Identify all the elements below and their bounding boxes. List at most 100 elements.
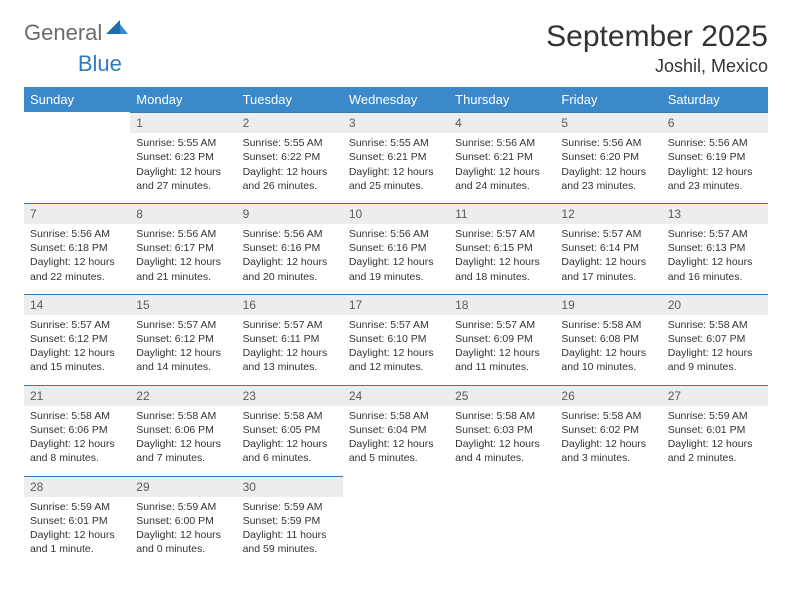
day-number: 22 (130, 385, 236, 406)
daylight-text-2: and 13 minutes. (243, 360, 337, 374)
day-number: 4 (449, 112, 555, 133)
sunset-text: Sunset: 6:12 PM (30, 332, 124, 346)
sunset-text: Sunset: 6:21 PM (455, 150, 549, 164)
daylight-text-2: and 23 minutes. (561, 179, 655, 193)
weekday-tuesday: Tuesday (237, 87, 343, 112)
daylight-text-2: and 8 minutes. (30, 451, 124, 465)
sunrise-text: Sunrise: 5:59 AM (30, 500, 124, 514)
sunset-text: Sunset: 6:06 PM (136, 423, 230, 437)
day-number: 19 (555, 294, 661, 315)
calendar-week: 14Sunrise: 5:57 AMSunset: 6:12 PMDayligh… (24, 294, 768, 385)
daylight-text-1: Daylight: 12 hours (349, 255, 443, 269)
day-body: Sunrise: 5:59 AMSunset: 6:01 PMDaylight:… (662, 406, 768, 476)
daylight-text-1: Daylight: 12 hours (136, 437, 230, 451)
day-body: Sunrise: 5:56 AMSunset: 6:16 PMDaylight:… (343, 224, 449, 294)
daylight-text-1: Daylight: 12 hours (30, 437, 124, 451)
day-body: Sunrise: 5:55 AMSunset: 6:23 PMDaylight:… (130, 133, 236, 203)
daylight-text-2: and 25 minutes. (349, 179, 443, 193)
day-number: 2 (237, 112, 343, 133)
calendar-week: 1Sunrise: 5:55 AMSunset: 6:23 PMDaylight… (24, 112, 768, 203)
daylight-text-1: Daylight: 12 hours (561, 346, 655, 360)
daylight-text-2: and 16 minutes. (668, 270, 762, 284)
daylight-text-1: Daylight: 12 hours (668, 437, 762, 451)
daylight-text-1: Daylight: 12 hours (455, 255, 549, 269)
sunrise-text: Sunrise: 5:55 AM (243, 136, 337, 150)
daylight-text-2: and 2 minutes. (668, 451, 762, 465)
day-body: Sunrise: 5:59 AMSunset: 6:01 PMDaylight:… (24, 497, 130, 567)
day-number: 30 (237, 476, 343, 497)
day-cell: 30Sunrise: 5:59 AMSunset: 5:59 PMDayligh… (237, 476, 343, 567)
daylight-text-2: and 21 minutes. (136, 270, 230, 284)
day-number: 20 (662, 294, 768, 315)
daylight-text-2: and 10 minutes. (561, 360, 655, 374)
day-body: Sunrise: 5:58 AMSunset: 6:08 PMDaylight:… (555, 315, 661, 385)
day-number: 17 (343, 294, 449, 315)
day-number: 3 (343, 112, 449, 133)
daylight-text-1: Daylight: 12 hours (455, 165, 549, 179)
sunrise-text: Sunrise: 5:58 AM (136, 409, 230, 423)
day-body: Sunrise: 5:58 AMSunset: 6:05 PMDaylight:… (237, 406, 343, 476)
day-body: Sunrise: 5:56 AMSunset: 6:19 PMDaylight:… (662, 133, 768, 203)
sunset-text: Sunset: 6:03 PM (455, 423, 549, 437)
empty-cell (24, 112, 130, 203)
sunrise-text: Sunrise: 5:59 AM (243, 500, 337, 514)
daylight-text-2: and 14 minutes. (136, 360, 230, 374)
day-body: Sunrise: 5:58 AMSunset: 6:06 PMDaylight:… (24, 406, 130, 476)
sunrise-text: Sunrise: 5:58 AM (243, 409, 337, 423)
daylight-text-1: Daylight: 12 hours (243, 437, 337, 451)
sunrise-text: Sunrise: 5:57 AM (349, 318, 443, 332)
daylight-text-2: and 17 minutes. (561, 270, 655, 284)
daylight-text-1: Daylight: 12 hours (136, 528, 230, 542)
empty-cell (555, 476, 661, 567)
sunset-text: Sunset: 6:01 PM (668, 423, 762, 437)
day-body: Sunrise: 5:55 AMSunset: 6:22 PMDaylight:… (237, 133, 343, 203)
sunset-text: Sunset: 6:13 PM (668, 241, 762, 255)
day-number: 1 (130, 112, 236, 133)
daylight-text-2: and 59 minutes. (243, 542, 337, 556)
day-body: Sunrise: 5:56 AMSunset: 6:16 PMDaylight:… (237, 224, 343, 294)
day-body: Sunrise: 5:57 AMSunset: 6:13 PMDaylight:… (662, 224, 768, 294)
day-cell: 14Sunrise: 5:57 AMSunset: 6:12 PMDayligh… (24, 294, 130, 385)
daylight-text-1: Daylight: 12 hours (455, 437, 549, 451)
sunset-text: Sunset: 6:18 PM (30, 241, 124, 255)
sunrise-text: Sunrise: 5:58 AM (668, 318, 762, 332)
day-cell: 23Sunrise: 5:58 AMSunset: 6:05 PMDayligh… (237, 385, 343, 476)
sunrise-text: Sunrise: 5:58 AM (349, 409, 443, 423)
daylight-text-2: and 15 minutes. (30, 360, 124, 374)
day-body: Sunrise: 5:56 AMSunset: 6:18 PMDaylight:… (24, 224, 130, 294)
day-number: 24 (343, 385, 449, 406)
calendar-body: 1Sunrise: 5:55 AMSunset: 6:23 PMDaylight… (24, 112, 768, 566)
sunset-text: Sunset: 6:07 PM (668, 332, 762, 346)
sunrise-text: Sunrise: 5:57 AM (455, 318, 549, 332)
day-body: Sunrise: 5:59 AMSunset: 5:59 PMDaylight:… (237, 497, 343, 567)
day-cell: 10Sunrise: 5:56 AMSunset: 6:16 PMDayligh… (343, 203, 449, 294)
day-cell: 8Sunrise: 5:56 AMSunset: 6:17 PMDaylight… (130, 203, 236, 294)
day-cell: 7Sunrise: 5:56 AMSunset: 6:18 PMDaylight… (24, 203, 130, 294)
sunrise-text: Sunrise: 5:59 AM (668, 409, 762, 423)
calendar-week: 28Sunrise: 5:59 AMSunset: 6:01 PMDayligh… (24, 476, 768, 567)
logo-text-2: Blue (78, 51, 122, 76)
sunrise-text: Sunrise: 5:57 AM (243, 318, 337, 332)
day-number: 18 (449, 294, 555, 315)
sunrise-text: Sunrise: 5:56 AM (30, 227, 124, 241)
logo-text-2-wrap: GeneBlue (24, 51, 768, 77)
logo-text-1: General (24, 20, 102, 46)
sunrise-text: Sunrise: 5:57 AM (30, 318, 124, 332)
calendar-week: 21Sunrise: 5:58 AMSunset: 6:06 PMDayligh… (24, 385, 768, 476)
day-cell: 20Sunrise: 5:58 AMSunset: 6:07 PMDayligh… (662, 294, 768, 385)
daylight-text-1: Daylight: 12 hours (243, 165, 337, 179)
sunset-text: Sunset: 6:02 PM (561, 423, 655, 437)
sunrise-text: Sunrise: 5:57 AM (455, 227, 549, 241)
sunrise-text: Sunrise: 5:56 AM (455, 136, 549, 150)
day-body: Sunrise: 5:58 AMSunset: 6:06 PMDaylight:… (130, 406, 236, 476)
day-cell: 25Sunrise: 5:58 AMSunset: 6:03 PMDayligh… (449, 385, 555, 476)
day-number: 8 (130, 203, 236, 224)
day-number: 29 (130, 476, 236, 497)
daylight-text-2: and 5 minutes. (349, 451, 443, 465)
day-number: 11 (449, 203, 555, 224)
day-number: 23 (237, 385, 343, 406)
day-cell: 21Sunrise: 5:58 AMSunset: 6:06 PMDayligh… (24, 385, 130, 476)
weekday-row: SundayMondayTuesdayWednesdayThursdayFrid… (24, 87, 768, 112)
day-number: 5 (555, 112, 661, 133)
day-cell: 19Sunrise: 5:58 AMSunset: 6:08 PMDayligh… (555, 294, 661, 385)
